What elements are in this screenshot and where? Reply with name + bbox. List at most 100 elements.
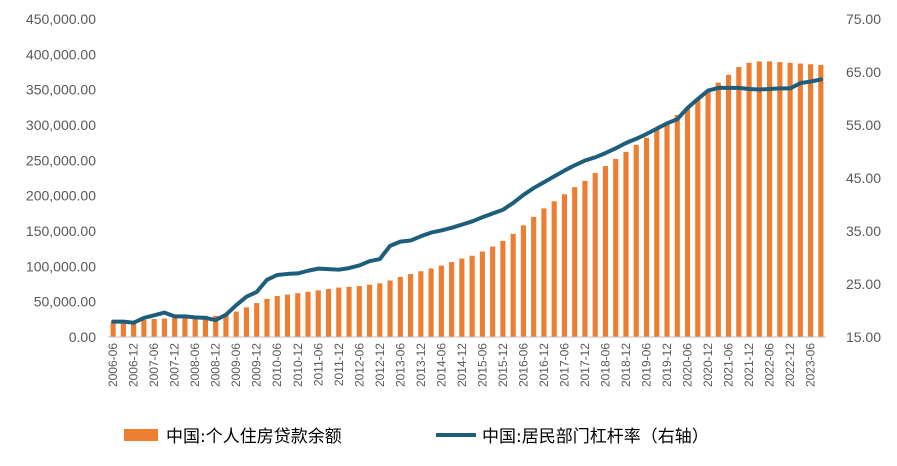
bar-2013-06 (397, 276, 403, 337)
bar-2007-06 (151, 318, 157, 337)
bar-2018-12 (623, 151, 629, 337)
bar-2018-09 (613, 158, 619, 337)
left-y-tick-label: 200,000.00 (26, 188, 96, 204)
bar-2022-12 (787, 62, 793, 338)
right-y-tick-label: 65.00 (846, 64, 881, 80)
bar-2013-12 (418, 271, 424, 337)
bar-2011-09 (325, 288, 332, 337)
x-tick-label: 2009-12 (250, 343, 264, 387)
bar-2022-06 (767, 61, 773, 338)
legend: 中国:个人住房贷款余额 中国:居民部门杠杆率（右轴） (124, 427, 709, 447)
legend-bar-swatch (124, 429, 158, 441)
x-tick-label: 2022-06 (763, 343, 777, 387)
x-tick-label: 2006-06 (106, 343, 120, 387)
bar-2015-09 (490, 246, 496, 337)
x-tick-label: 2012-12 (373, 343, 387, 387)
bar-2014-12 (459, 258, 465, 337)
x-tick-label: 2013-12 (414, 343, 428, 387)
x-tick-label: 2016-12 (537, 343, 551, 387)
bar-2015-03 (469, 255, 475, 337)
bar-2012-03 (346, 286, 352, 337)
left-y-tick-label: 450,000.00 (26, 11, 96, 27)
x-tick-label: 2007-12 (168, 343, 182, 387)
x-tick-label: 2013-06 (393, 343, 407, 387)
bar-2006-09 (120, 321, 126, 337)
left-y-tick-label: 150,000.00 (26, 223, 96, 239)
bar-2009-06 (233, 311, 239, 337)
bar-2009-09 (243, 307, 250, 337)
bar-2019-03 (633, 144, 639, 337)
left-y-tick-label: 100,000.00 (26, 258, 96, 274)
x-tick-label: 2021-12 (742, 343, 756, 387)
right-y-tick-label: 25.00 (846, 276, 881, 292)
x-tick-label: 2009-06 (229, 343, 243, 387)
bar-2007-12 (172, 317, 178, 337)
x-tick-label: 2008-06 (188, 343, 202, 387)
left-y-axis: 0.00 50,000.00 100,000.00 150,000.00 200,000… (26, 11, 96, 345)
x-tick-label: 2018-06 (598, 343, 612, 387)
bar-2020-12 (705, 90, 711, 338)
left-y-tick-label: 0.00 (69, 329, 96, 345)
right-y-axis: 15.00 25.00 35.00 45.00 55.00 65.00 75.00 (846, 11, 881, 345)
bar-2014-06 (438, 265, 444, 337)
x-tick-label: 2011-12 (332, 343, 346, 386)
bar-2016-03 (510, 233, 516, 337)
x-tick-label: 2019-06 (640, 343, 654, 387)
x-tick-label: 2015-12 (496, 343, 510, 387)
bar-2011-03 (305, 291, 311, 337)
x-tick-label: 2007-06 (147, 343, 161, 387)
x-tick-label: 2021-06 (722, 343, 736, 387)
bar-2010-09 (284, 294, 291, 337)
bar-2023-03 (797, 63, 803, 338)
bar-2018-03 (592, 173, 598, 337)
bar-2021-03 (715, 82, 721, 337)
bar-2019-06 (643, 137, 650, 337)
right-y-tick-label: 35.00 (846, 223, 881, 239)
x-tick-label: 2017-06 (557, 343, 571, 387)
bar-2010-06 (274, 296, 280, 337)
bar-2006-06 (110, 322, 116, 337)
bar-2017-06 (561, 194, 568, 337)
bar-2021-12 (746, 62, 752, 338)
right-y-tick-label: 75.00 (846, 11, 881, 27)
bar-2017-12 (582, 180, 588, 337)
bar-2016-09 (531, 216, 537, 337)
bar-2007-09 (161, 318, 167, 337)
bar-series-layer (110, 61, 824, 338)
bar-2007-03 (141, 320, 147, 337)
x-tick-label: 2022-12 (783, 343, 797, 387)
bar-2012-12 (377, 283, 383, 337)
x-tick-label: 2010-06 (270, 343, 284, 387)
left-y-tick-label: 300,000.00 (26, 117, 96, 133)
x-tick-label: 2019-12 (660, 343, 674, 387)
x-tick-label: 2006-12 (127, 343, 141, 387)
bar-2008-09 (202, 315, 209, 337)
x-tick-label: 2014-12 (455, 343, 469, 387)
line-series-layer (111, 77, 823, 325)
right-y-tick-label: 45.00 (846, 170, 881, 186)
x-tick-label: 2017-12 (578, 343, 592, 387)
bar-2019-12 (664, 122, 670, 337)
bar-2019-09 (654, 129, 660, 337)
legend-bar-label: 中国:个人住房贷款余额 (166, 427, 342, 447)
left-y-tick-label: 350,000.00 (26, 82, 96, 98)
bar-2023-09 (818, 64, 824, 338)
x-tick-label: 2014-06 (434, 343, 448, 387)
bar-2021-09 (736, 67, 742, 338)
bar-2016-12 (541, 208, 547, 337)
x-tick-label: 2012-06 (352, 343, 366, 387)
x-tick-label: 2015-06 (475, 343, 489, 387)
bar-2021-06 (725, 74, 732, 337)
bar-2006-12 (131, 321, 137, 337)
bar-2009-12 (254, 303, 260, 337)
bar-2022-09 (777, 62, 783, 338)
x-tick-label: 2016-06 (516, 343, 530, 387)
right-y-tick-label: 55.00 (846, 117, 881, 133)
x-tick-label: 2011-06 (311, 343, 325, 386)
bar-2010-12 (295, 293, 301, 337)
bar-2013-09 (408, 274, 414, 337)
bar-2009-03 (223, 315, 229, 337)
bar-2008-12 (213, 315, 219, 337)
bar-2018-06 (602, 165, 609, 337)
